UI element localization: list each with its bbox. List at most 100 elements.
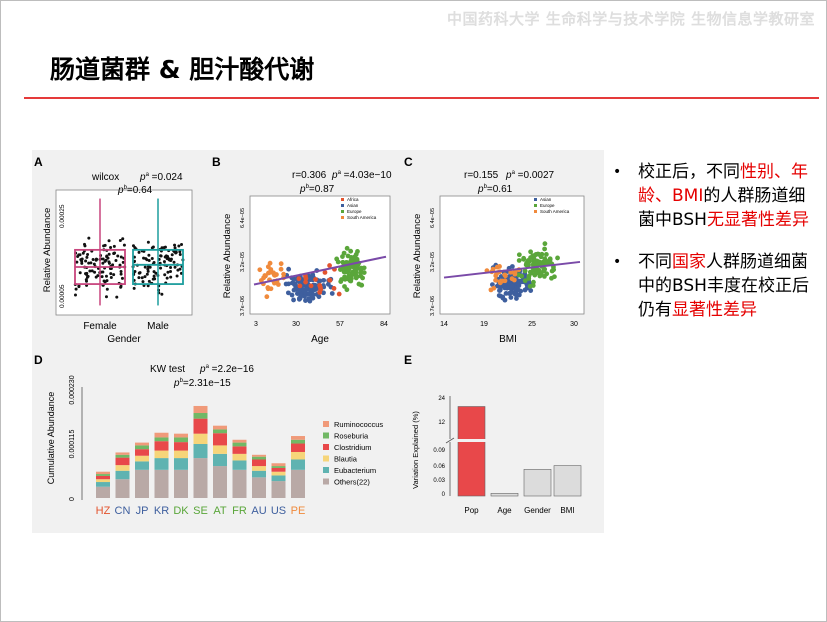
legend-b-swatch-africa	[341, 198, 344, 201]
scatter-point-europe	[519, 273, 525, 279]
panel-b-ytick-2: 6.4e−05	[240, 208, 246, 228]
panel-d-bar-segment	[154, 437, 169, 442]
panel-a-point	[119, 270, 123, 274]
panel-a-p2: pb=0.64	[117, 185, 153, 196]
panel-a-point	[107, 252, 111, 256]
panel-d-bar-segment	[252, 456, 266, 460]
panel-d-bar-segment	[154, 450, 169, 459]
panel-d-bar-segment	[213, 453, 227, 467]
panel-a: wilcox pa =0.024 pb=0.64 Relative Abunda…	[42, 172, 193, 345]
scatter-point-asian	[293, 283, 299, 289]
panel-a-letter: A	[34, 155, 43, 169]
panel-e-ytick-12: 12	[438, 420, 445, 426]
panel-d-bar-segment	[115, 479, 130, 498]
panel-c-letter: C	[404, 155, 413, 169]
panel-d-ytick-0: 0	[69, 497, 76, 501]
legend-b-asian: Asian	[347, 203, 359, 208]
panel-d-bar-segment	[115, 454, 130, 458]
panel-a-point	[178, 250, 182, 254]
panel-d-bar-segment	[96, 474, 110, 476]
panel-d-bar-segment	[291, 439, 305, 444]
panel-b: r=0.306 pa =4.03e−10 pb=0.87 Relative Ab…	[222, 170, 392, 345]
panel-c-p1: pa =0.0027	[505, 170, 555, 181]
panel-d-bar-segment	[291, 436, 305, 440]
panel-a-point	[150, 246, 154, 250]
panel-a-point	[173, 246, 177, 250]
legend-b-south-america: South America	[347, 215, 377, 220]
panel-a-point	[160, 292, 164, 296]
panel-e-xtick: Pop	[464, 506, 479, 515]
panel-a-point	[146, 267, 150, 271]
scatter-point-europe	[528, 255, 533, 260]
panel-d-bar-segment	[174, 437, 188, 443]
panel-a-point	[87, 236, 91, 240]
legend-c-swatch-europe	[534, 204, 537, 207]
panel-d-bar-segment	[213, 445, 227, 454]
panel-d-bar-segment	[213, 429, 227, 434]
scatter-point-europe	[522, 278, 528, 284]
panel-a-point	[152, 270, 156, 274]
panel-a-point	[177, 244, 181, 248]
panel-a-point	[104, 295, 108, 299]
bullet-text-part: 不同	[638, 252, 672, 272]
panel-a-point	[92, 262, 96, 266]
panel-a-point	[100, 275, 104, 279]
panel-a-point	[103, 243, 107, 247]
panel-a-point	[87, 261, 91, 265]
panel-a-point	[120, 276, 124, 280]
panel-a-point	[122, 243, 126, 247]
panel-d-bar-segment	[115, 452, 130, 455]
panel-a-test: wilcox	[91, 172, 119, 183]
panel-a-point	[88, 269, 92, 273]
panel-e-ytick-24: 24	[438, 396, 445, 402]
scatter-point-south-america	[265, 264, 271, 270]
scatter-point-europe	[549, 275, 554, 281]
scatter-point-south-america	[261, 275, 267, 281]
panel-a-point	[73, 293, 77, 297]
panel-d-xtick: KR	[154, 505, 169, 517]
panel-d-bar-segment	[154, 469, 169, 498]
scatter-point-south-america	[267, 260, 273, 266]
panel-d-ytick-1: 0.000115	[69, 430, 76, 459]
scatter-point-europe	[530, 283, 536, 288]
panel-d-bar-segment	[193, 433, 208, 444]
scatter-point-asian	[313, 287, 319, 292]
legend-c-swatch-asian	[534, 198, 537, 201]
panel-c-stat: r=0.155	[464, 170, 499, 181]
panel-d-p2: pb=2.31e−15	[173, 378, 231, 389]
scatter-point-europe	[542, 241, 548, 247]
scatter-point-asian	[296, 296, 302, 302]
scatter-point-asian	[498, 274, 504, 279]
highlight-text: 性别、年龄、BMI	[638, 162, 808, 206]
scatter-point-asian	[509, 290, 515, 295]
panel-e-ytick-0.06: 0.06	[433, 464, 445, 470]
panel-a-point	[173, 265, 177, 269]
panel-d-xtick: CN	[115, 505, 131, 517]
panel-a-point	[104, 274, 108, 278]
scatter-point-europe	[344, 245, 350, 251]
panel-d-bar-segment	[291, 443, 305, 452]
scatter-point-europe	[345, 253, 351, 259]
panel-b-p2: pb=0.87	[299, 184, 335, 195]
panel-d-bar-segment	[115, 457, 130, 466]
panel-a-point	[137, 250, 141, 254]
panel-d-bar-segment	[96, 486, 110, 498]
panel-a-point	[84, 259, 88, 263]
panel-a-point	[102, 279, 106, 283]
panel-d-bar-segment	[271, 471, 286, 476]
panel-b-letter: B	[212, 155, 221, 169]
scatter-point-europe	[344, 287, 350, 293]
scatter-point-asian	[285, 290, 291, 296]
panel-d-legend-label: Others(22)	[334, 478, 370, 487]
panel-d-legend-label: Ruminococcus	[334, 420, 383, 429]
panel-d-bar-segment	[96, 471, 110, 475]
scatter-point-europe	[543, 251, 549, 257]
panel-b-xlabel: Age	[311, 334, 329, 345]
panel-a-point	[150, 257, 154, 261]
scatter-point-africa	[327, 263, 332, 268]
panel-d-bar-segment	[252, 459, 266, 467]
panel-d-bar-segment	[213, 425, 227, 430]
panel-c: r=0.155 pa =0.0027 pb=0.61 Relative Abun…	[412, 170, 585, 345]
panel-c-p2: pb=0.61	[477, 184, 513, 195]
panel-a-point	[116, 254, 120, 258]
